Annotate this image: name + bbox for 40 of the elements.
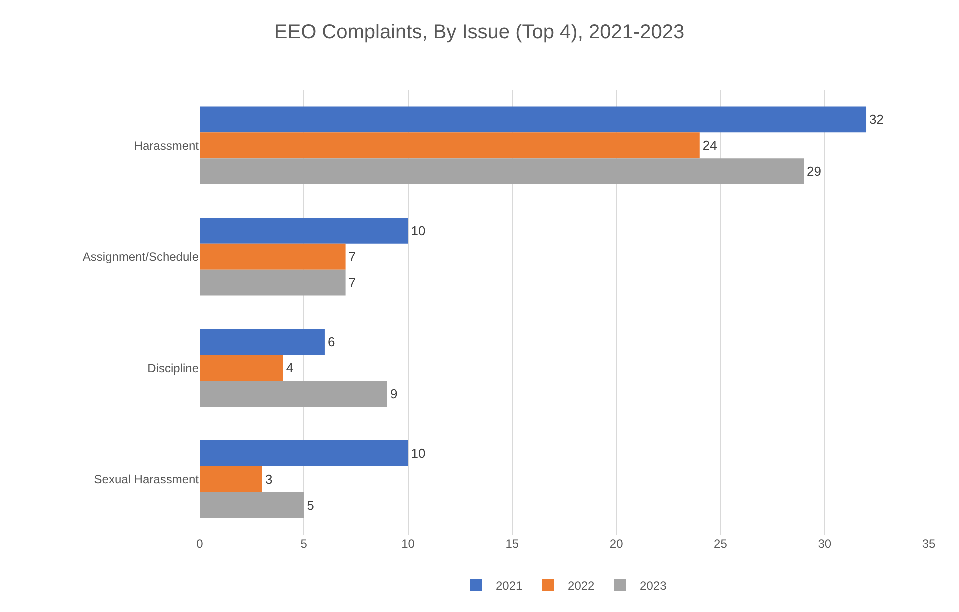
x-tick-label: 10: [402, 537, 416, 551]
bar: [200, 355, 284, 382]
x-tick-label: 0: [196, 537, 204, 551]
data-label: 10: [411, 446, 426, 461]
data-label: 29: [807, 164, 822, 180]
x-tick-label: 15: [506, 537, 520, 551]
data-label: 7: [348, 249, 356, 264]
bar: [200, 218, 408, 244]
x-tick-label: 35: [922, 537, 936, 551]
data-label: 4: [286, 360, 294, 376]
legend-label: 2022: [568, 578, 596, 593]
data-label: 9: [390, 386, 398, 402]
bar: [200, 466, 262, 492]
data-label: 6: [328, 334, 336, 350]
data-label: 3: [265, 472, 273, 487]
bar: [200, 270, 346, 296]
y-tick-label: Discipline: [148, 361, 200, 376]
data-label: 32: [870, 112, 884, 128]
x-tick-label: 20: [610, 537, 624, 551]
x-tick-label: 25: [714, 537, 728, 551]
y-tick-label: Harassment: [134, 138, 200, 153]
legend-label: 2021: [496, 578, 524, 593]
bar: [200, 244, 346, 270]
data-label: 24: [702, 138, 718, 154]
y-tick-label: Assignment/Schedule: [82, 250, 200, 264]
data-label: 5: [307, 498, 314, 513]
chart-title: EEO Complaints, By Issue (Top 4), 2021-2023: [274, 21, 685, 44]
bar: [200, 106, 867, 133]
data-label: 10: [411, 223, 426, 238]
bar: [200, 440, 408, 466]
bar: [200, 158, 804, 185]
bar: [200, 381, 388, 408]
legend-label: 2023: [640, 578, 668, 593]
data-label: 7: [348, 275, 356, 290]
bar: [200, 329, 325, 356]
bar: [200, 132, 700, 159]
bar: [200, 492, 304, 518]
x-tick-label: 30: [818, 537, 832, 551]
y-tick-label: Sexual Harassment: [94, 472, 200, 487]
x-tick-label: 5: [300, 537, 308, 551]
